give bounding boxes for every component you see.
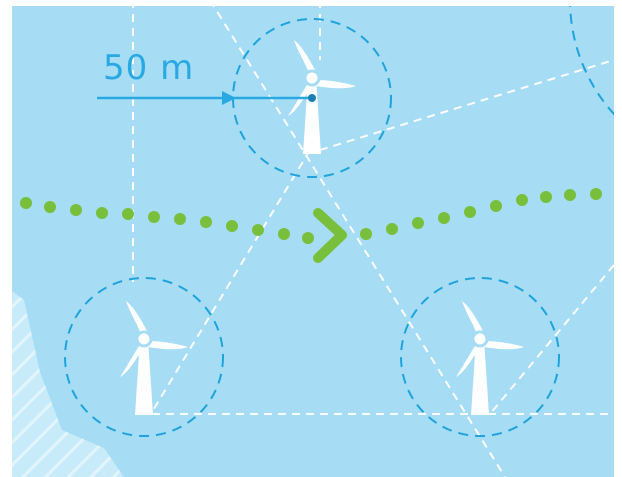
hub-dot xyxy=(308,94,316,102)
route-dot xyxy=(200,216,212,228)
wind-turbine-icon xyxy=(120,301,188,415)
route-dot xyxy=(44,201,56,213)
route-dot xyxy=(412,217,424,229)
route-dot xyxy=(438,212,450,224)
cable-lines xyxy=(132,6,614,477)
route-dots xyxy=(20,188,602,244)
route-dot xyxy=(590,188,602,200)
shore-area xyxy=(12,291,124,477)
route-dot xyxy=(20,197,32,209)
route-dot xyxy=(96,207,108,219)
route-dot xyxy=(386,223,398,235)
route-dot xyxy=(540,191,552,203)
turbine-zone-right xyxy=(400,277,560,437)
route-dot xyxy=(122,208,134,220)
route-dot xyxy=(174,213,186,225)
route-dot xyxy=(70,204,82,216)
route-dot xyxy=(278,228,290,240)
scale-label: 50 m xyxy=(103,48,194,88)
wind-turbine-icon xyxy=(456,301,524,415)
route-dot xyxy=(252,224,264,236)
scale-indicator: 50 m xyxy=(97,48,316,105)
route-dot xyxy=(302,232,314,244)
turbine-zone-left xyxy=(64,277,224,437)
route-dot xyxy=(490,200,502,212)
route-dot xyxy=(226,220,238,232)
chevron-right-icon xyxy=(313,208,347,263)
route-dot xyxy=(516,194,528,206)
route-dot xyxy=(360,228,372,240)
arrowhead-icon xyxy=(222,91,236,105)
route-dot xyxy=(464,206,476,218)
route-dot xyxy=(148,211,160,223)
route-dot xyxy=(564,189,576,201)
